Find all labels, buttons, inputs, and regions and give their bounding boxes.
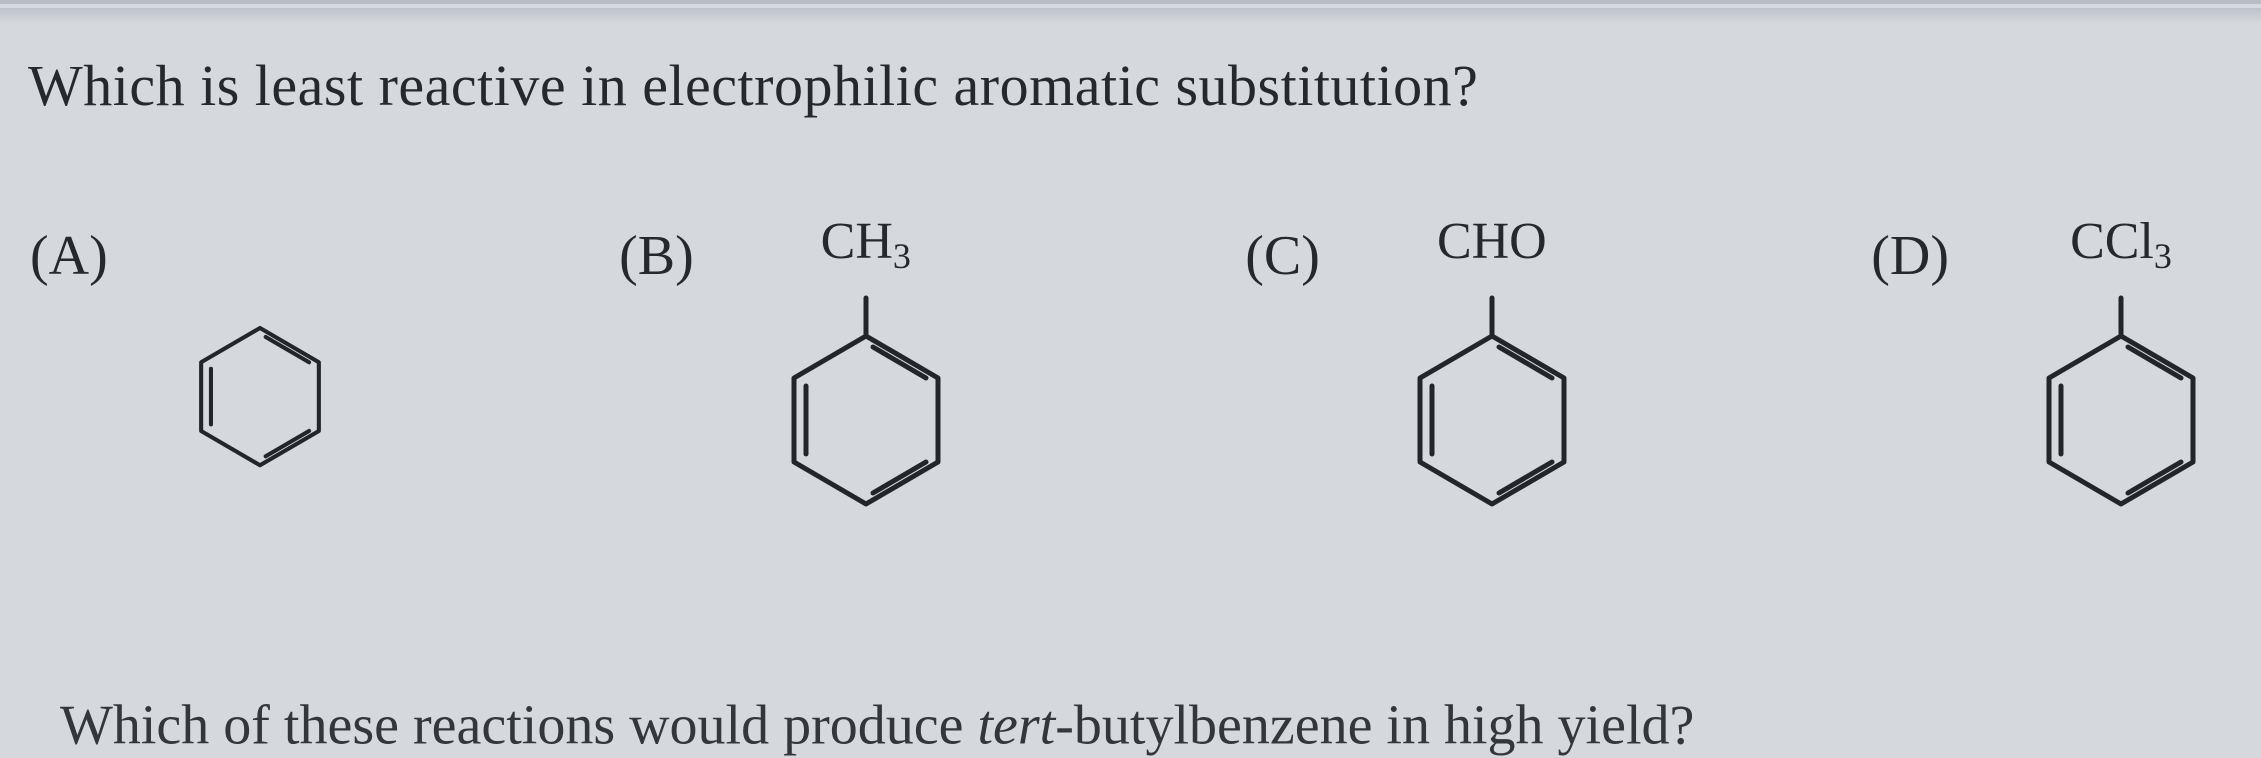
top-shadow [0,8,2261,24]
option-a: (A) [30,214,350,594]
option-d: (D) CCl3 [1871,214,2231,594]
molecule: CCl3 [2011,214,2231,522]
benzene-ring-icon [756,292,976,522]
option-label: (A) [30,224,108,288]
benzene-ring-icon [170,292,350,480]
question-text: Which is least reactive in electrophilic… [28,52,1478,119]
substituent-label: CH3 [821,214,911,292]
cutoff-fragment: Which of these reactions would produce [60,695,977,757]
molecule: CHO [1382,214,1602,522]
option-b: (B) CH3 [619,214,976,594]
option-label: (D) [1871,224,1949,288]
molecule: CH3 [756,214,976,522]
benzene-ring-icon [2011,292,2231,522]
substituent-label: CCl3 [2070,214,2172,292]
cutoff-fragment: tert [977,695,1055,757]
option-label: (C) [1245,224,1320,288]
option-c: (C) CHO [1245,214,1602,594]
next-question-cutoff: Which of these reactions would produce t… [60,694,1694,758]
option-label: (B) [619,224,694,288]
options-row: (A) (B) CH3 (C) CHO (D) CCl3 [30,214,2231,594]
benzene-ring-icon [1382,292,1602,522]
molecule [170,214,350,480]
cutoff-fragment: -butylbenzene in high yield? [1055,695,1694,757]
substituent-label: CHO [1437,214,1547,292]
